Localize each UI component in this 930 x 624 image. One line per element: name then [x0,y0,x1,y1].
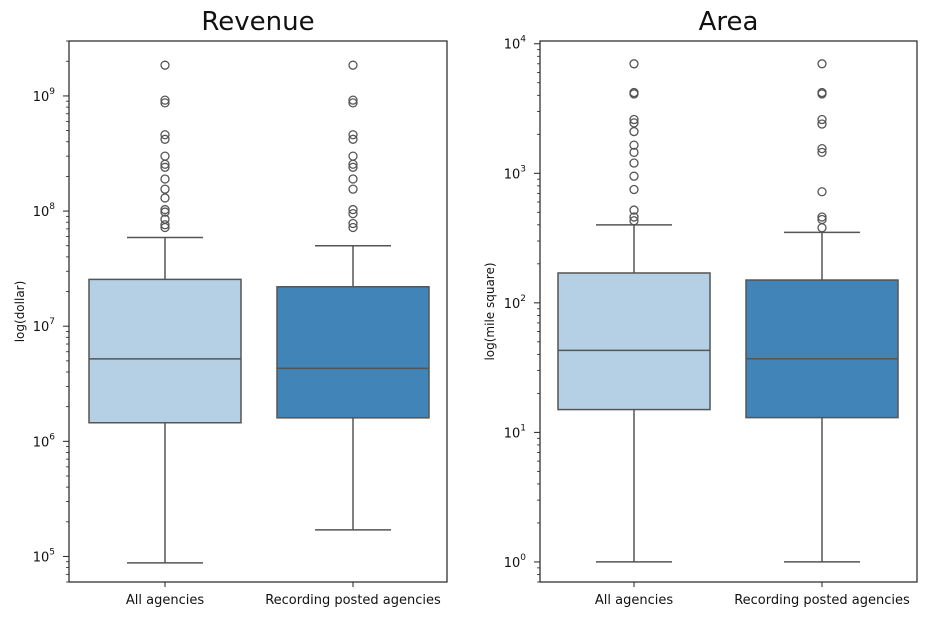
outlier-point [817,223,827,233]
outlier-point [348,151,358,161]
x-tick-label: Recording posted agencies [734,593,910,608]
outlier-point [629,118,639,128]
outlier-point [160,162,170,172]
y-tick-label: 100 [504,553,527,571]
outlier-point [348,130,358,140]
iqr-box [88,278,242,424]
y-axis-label: log(mile square) [483,262,497,360]
y-tick-label: 108 [33,202,56,220]
iqr-box [557,272,711,411]
outlier-point [629,205,639,215]
y-tick-label: 101 [504,423,526,441]
y-tick-label: 104 [504,35,527,53]
outlier-point [160,174,170,184]
outlier-point [160,134,170,144]
outlier-point [160,151,170,161]
y-tick-label: 105 [33,547,55,565]
box-1 [88,60,242,564]
chart-panel-2: Area log(mile square) All agencies Recordin… [483,7,918,608]
outlier-point [629,140,639,150]
outlier-point [629,171,639,181]
outlier-point [348,60,358,70]
outlier-point [348,218,358,229]
plot-frame [68,40,448,583]
y-tick-label: 102 [504,294,526,312]
outlier-point [160,220,170,230]
outlier-point [160,214,170,224]
outlier-point [817,119,827,129]
outlier-point [348,174,358,184]
outlier-point [348,134,358,144]
iqr-box [276,286,430,419]
outlier-point [348,98,358,108]
chart-title: Area [699,7,759,37]
outlier-point [817,143,827,154]
outlier-point [348,95,358,105]
y-axis-label: log(dollar) [13,281,27,343]
outlier-point [817,114,827,125]
outlier-point [348,222,358,233]
outlier-point [160,204,170,215]
outlier-point [160,130,170,140]
outlier-point [629,147,639,158]
chart-title: Revenue [201,7,314,37]
iqr-box [745,279,899,419]
outlier-point [629,59,639,69]
outlier-point [160,193,170,203]
outlier-point [629,158,639,168]
outlier-point [629,126,639,137]
outlier-point [817,214,827,225]
outlier-point [160,207,170,217]
y-tick-label: 103 [504,164,526,182]
box-2 [276,60,430,531]
y-tick-label: 106 [33,432,56,450]
outlier-point [629,184,639,195]
outlier-point [629,212,639,222]
plot-frame [539,40,918,583]
box-2 [745,59,899,563]
outlier-point [817,87,827,98]
outlier-point [629,114,639,125]
box-1 [557,59,711,563]
outlier-point [817,187,827,197]
y-tick-label: 107 [33,317,55,335]
outlier-point [160,98,170,108]
outlier-point [629,87,639,98]
outlier-point [629,216,639,226]
outlier-point [348,204,358,215]
outlier-point [160,95,170,105]
outlier-point [348,208,358,219]
outlier-point [817,212,827,222]
x-tick-label: Recording posted agencies [265,593,441,608]
outlier-point [817,147,827,158]
outlier-point [348,184,358,194]
outlier-point [160,60,170,70]
x-tick-label: All agencies [595,593,673,608]
outlier-point [160,184,170,194]
x-tick-label: All agencies [126,593,204,608]
outlier-point [817,59,827,69]
outlier-point [348,162,358,172]
y-tick-label: 109 [33,87,56,105]
chart-panel-1: Revenue log(dollar) All agencies Recording … [13,7,448,608]
